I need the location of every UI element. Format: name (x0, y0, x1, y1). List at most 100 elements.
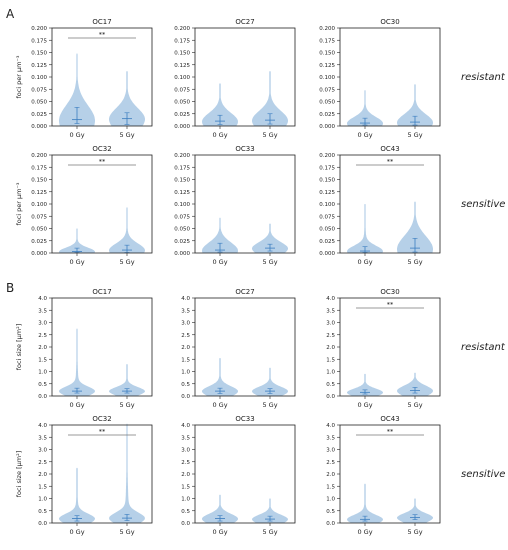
violin-body (109, 364, 145, 396)
y-tick-label: 0.175 (319, 165, 335, 171)
violin-body (397, 498, 433, 523)
y-tick-label: 0.100 (31, 202, 47, 208)
y-tick-label: 0.175 (31, 38, 47, 44)
y-tick-label: 0.175 (174, 165, 190, 171)
y-tick-label: 4.0 (326, 296, 335, 302)
y-tick-label: 0.075 (31, 87, 47, 93)
violin-body (252, 71, 288, 126)
significance-label: ** (99, 428, 106, 436)
x-tick-label: 0 Gy (212, 258, 227, 266)
chart-title: OC30 (380, 18, 399, 26)
violin-body (252, 498, 288, 523)
y-axis-label: foci per µm⁻³ (15, 55, 23, 98)
y-tick-label: 0.050 (174, 227, 190, 233)
y-tick-label: 1.0 (38, 370, 47, 376)
x-tick-label: 5 Gy (119, 528, 134, 536)
plot-frame (51, 297, 153, 397)
y-tick-label: 0.025 (31, 112, 47, 118)
x-tick-label: 5 Gy (119, 258, 134, 266)
violin-body (347, 483, 383, 523)
violin-body (397, 84, 433, 126)
y-tick-label: 4.0 (181, 423, 190, 429)
y-tick-label: 3.0 (326, 321, 335, 327)
chart-a-oc27: 0.000 0.025 0.050 0.075 0.100 0.125 0.150 0.175… (174, 18, 296, 139)
y-tick-label: 4.0 (38, 296, 47, 302)
chart-title: OC32 (92, 415, 111, 423)
violin-body (59, 328, 95, 396)
y-tick-label: 0.000 (31, 124, 47, 130)
y-tick-label: 0.175 (174, 38, 190, 44)
plot-frame (339, 297, 441, 397)
y-tick-label: 1.5 (181, 484, 190, 490)
significance-label: ** (99, 158, 106, 166)
chart-a-oc43: 0.000 0.025 0.050 0.075 0.100 0.125 0.150 0.175… (319, 145, 441, 266)
x-tick-label: 0 Gy (69, 528, 84, 536)
chart-title: OC30 (380, 288, 399, 296)
y-tick-label: 0.150 (174, 51, 190, 57)
significance-label: ** (387, 428, 394, 436)
plot-frame (51, 424, 153, 524)
row-label-sensitive-b: sensitive (461, 469, 505, 480)
y-tick-label: 0.0 (326, 521, 335, 527)
y-tick-label: 0.0 (326, 394, 335, 400)
y-tick-label: 0.075 (174, 214, 190, 220)
violin-body (252, 367, 288, 396)
violin-body (202, 83, 238, 126)
y-tick-label: 3.5 (38, 308, 47, 314)
chart-title: OC17 (92, 18, 111, 26)
y-tick-label: 0.025 (174, 239, 190, 245)
chart-a-oc17: 0.000 0.025 0.050 0.075 0.100 0.125 0.150 0.175… (15, 18, 153, 139)
y-tick-label: 0.5 (181, 382, 190, 388)
y-tick-label: 0.000 (31, 251, 47, 257)
y-axis-label: foci per µm⁻³ (15, 182, 23, 225)
y-tick-label: 1.0 (38, 497, 47, 503)
y-tick-label: 2.0 (326, 472, 335, 478)
y-tick-label: 3.5 (38, 435, 47, 441)
y-tick-label: 0.125 (31, 190, 47, 196)
x-tick-label: 5 Gy (407, 528, 422, 536)
y-tick-label: 0.025 (319, 112, 335, 118)
plot-frame (194, 424, 296, 524)
y-tick-label: 0.200 (31, 153, 47, 159)
y-tick-label: 4.0 (326, 423, 335, 429)
y-tick-label: 3.0 (38, 448, 47, 454)
x-tick-label: 5 Gy (119, 131, 134, 139)
violin-body (397, 201, 433, 253)
chart-b-oc43: 0.0 0.5 1.0 1.5 2.0 2.5 3.0 3.5 4.0 0 Gy 5 Gy OC43 *… (326, 415, 441, 536)
chart-b-oc32: 0.0 0.5 1.0 1.5 2.0 2.5 3.0 3.5 4.0 0 Gy 5 Gy OC32 f… (15, 415, 153, 536)
y-tick-label: 0.150 (319, 178, 335, 184)
y-tick-label: 1.5 (326, 357, 335, 363)
y-axis-label: foci size [µm²] (15, 451, 23, 498)
y-tick-label: 0.050 (319, 227, 335, 233)
violin-body (109, 423, 145, 523)
y-tick-label: 0.150 (174, 178, 190, 184)
x-tick-label: 5 Gy (407, 131, 422, 139)
x-tick-label: 0 Gy (69, 258, 84, 266)
y-tick-label: 2.5 (326, 460, 335, 466)
significance-label: ** (387, 301, 394, 309)
y-tick-label: 0.0 (181, 521, 190, 527)
violin-body (59, 228, 95, 253)
y-tick-label: 1.0 (326, 497, 335, 503)
y-tick-label: 3.5 (326, 435, 335, 441)
y-tick-label: 0.175 (319, 38, 335, 44)
y-tick-label: 3.0 (38, 321, 47, 327)
y-tick-label: 0.100 (319, 202, 335, 208)
chart-title: OC17 (92, 288, 111, 296)
row-label-sensitive-a: sensitive (461, 199, 505, 210)
y-tick-label: 0.200 (31, 26, 47, 32)
x-tick-label: 0 Gy (212, 401, 227, 409)
y-tick-label: 4.0 (181, 296, 190, 302)
y-tick-label: 2.0 (326, 345, 335, 351)
y-tick-label: 0.5 (38, 509, 47, 515)
violin-body (347, 373, 383, 396)
y-tick-label: 0.200 (319, 153, 335, 159)
chart-title: OC33 (235, 415, 254, 423)
y-tick-label: 3.5 (181, 435, 190, 441)
y-tick-label: 3.5 (181, 308, 190, 314)
violin-body (202, 358, 238, 396)
chart-title: OC27 (235, 288, 254, 296)
y-tick-label: 0.125 (174, 190, 190, 196)
chart-b-oc17: 0.0 0.5 1.0 1.5 2.0 2.5 3.0 3.5 4.0 0 Gy 5 Gy OC17 f… (15, 288, 153, 409)
y-tick-label: 0.050 (319, 100, 335, 106)
